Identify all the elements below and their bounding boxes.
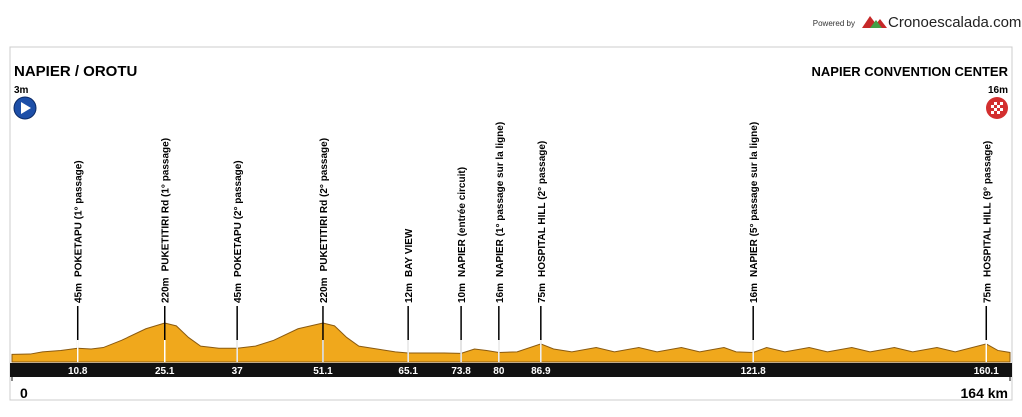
waypoint-name: NAPIER (5° passage sur la ligne) (749, 122, 760, 277)
finish-name: NAPIER CONVENTION CENTER (812, 64, 1009, 79)
waypoint-label: 45m POKETAPU (2° passage) (233, 160, 244, 303)
x-tick-label: 164 km (961, 385, 1008, 401)
km-label: 37 (232, 366, 244, 377)
start-altitude: 3m (14, 85, 29, 96)
km-label: 10.8 (68, 366, 88, 377)
km-label: 160.1 (974, 366, 999, 377)
km-strip (10, 363, 1012, 377)
waypoint-name: NAPIER (1° passage sur la ligne) (495, 122, 506, 277)
elevation-area (11, 322, 1011, 363)
waypoint-altitude: 220m (161, 277, 172, 303)
waypoint-altitude: 75m (537, 283, 548, 303)
waypoint-label: 220m PUKETITIRI Rd (1° passage) (161, 138, 172, 303)
x-tick-label: 0 (20, 385, 28, 401)
km-label: 51.1 (313, 366, 333, 377)
waypoint-label: 75m HOSPITAL HILL (2° passage) (537, 141, 548, 303)
waypoint-altitude: 16m (749, 283, 760, 303)
waypoint-name: PUKETITIRI Rd (1° passage) (161, 138, 172, 271)
km-label: 73.8 (451, 366, 471, 377)
waypoint-name: HOSPITAL HILL (2° passage) (537, 141, 548, 277)
start-icon (13, 96, 37, 120)
waypoint-name: BAY VIEW (404, 228, 415, 277)
brand: Cronoescalada.com (888, 14, 1021, 31)
waypoint-altitude: 16m (495, 283, 506, 303)
logo (862, 16, 887, 28)
waypoint-altitude: 12m (404, 283, 415, 303)
start-name: NAPIER / OROTU (14, 63, 137, 80)
waypoint-altitude: 45m (74, 283, 85, 303)
waypoint-label: 12m BAY VIEW (404, 228, 415, 303)
km-label: 121.8 (741, 366, 766, 377)
finish-altitude: 16m (988, 85, 1008, 96)
waypoint-label: 16m NAPIER (5° passage sur la ligne) (749, 122, 760, 303)
km-label: 80 (493, 366, 505, 377)
waypoint-name: HOSPITAL HILL (9° passage) (982, 141, 993, 277)
km-label: 65.1 (398, 366, 418, 377)
waypoint-altitude: 75m (982, 283, 993, 303)
waypoint-label: 45m POKETAPU (1° passage) (74, 160, 85, 303)
waypoint-altitude: 10m (457, 283, 468, 303)
waypoint-name: POKETAPU (2° passage) (233, 160, 244, 277)
km-label: 86.9 (531, 366, 551, 377)
waypoint-label: 10m NAPIER (entrée circuit) (457, 167, 468, 303)
km-label: 25.1 (155, 366, 175, 377)
finish-icon (986, 97, 1008, 119)
waypoint-name: NAPIER (entrée circuit) (457, 167, 468, 277)
waypoint-label: 75m HOSPITAL HILL (9° passage) (982, 141, 993, 303)
waypoint-label: 16m NAPIER (1° passage sur la ligne) (495, 122, 506, 303)
waypoint-altitude: 220m (319, 277, 330, 303)
waypoint-name: POKETAPU (1° passage) (74, 160, 85, 277)
waypoint-name: PUKETITIRI Rd (2° passage) (319, 138, 330, 271)
waypoint-label: 220m PUKETITIRI Rd (2° passage) (319, 138, 330, 303)
powered-by: Powered by (813, 19, 855, 28)
waypoint-altitude: 45m (233, 283, 244, 303)
